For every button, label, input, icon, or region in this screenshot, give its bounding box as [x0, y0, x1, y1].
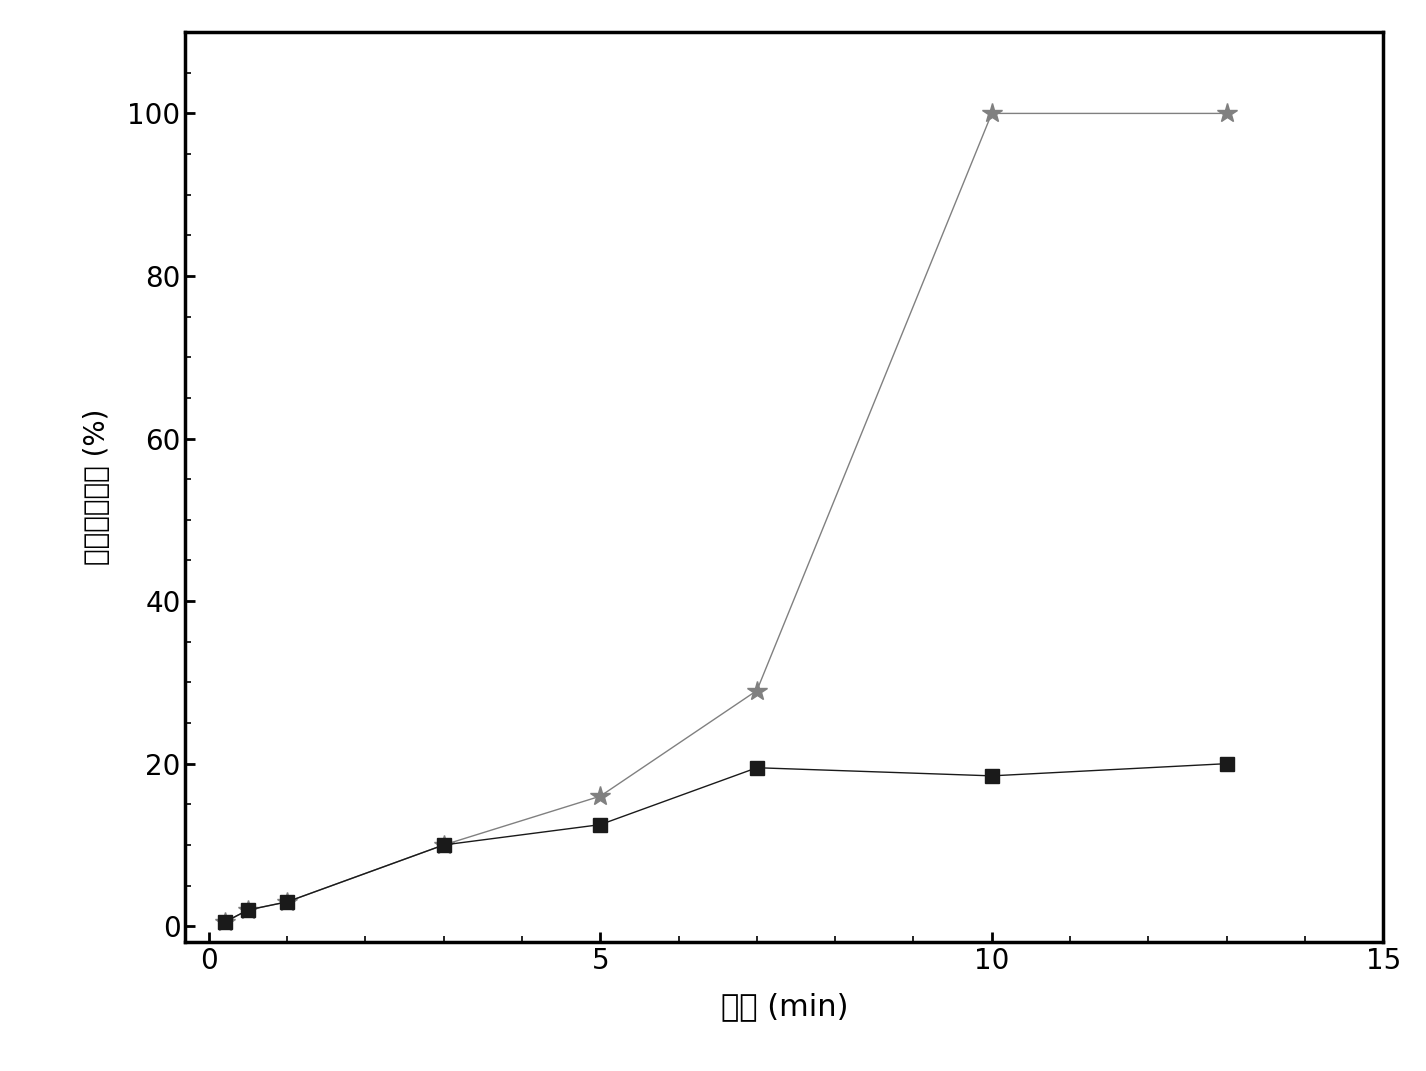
X-axis label: 时间 (min): 时间 (min) [720, 992, 848, 1021]
Y-axis label: 瞇基苯去除率 (%): 瞇基苯去除率 (%) [83, 409, 111, 565]
